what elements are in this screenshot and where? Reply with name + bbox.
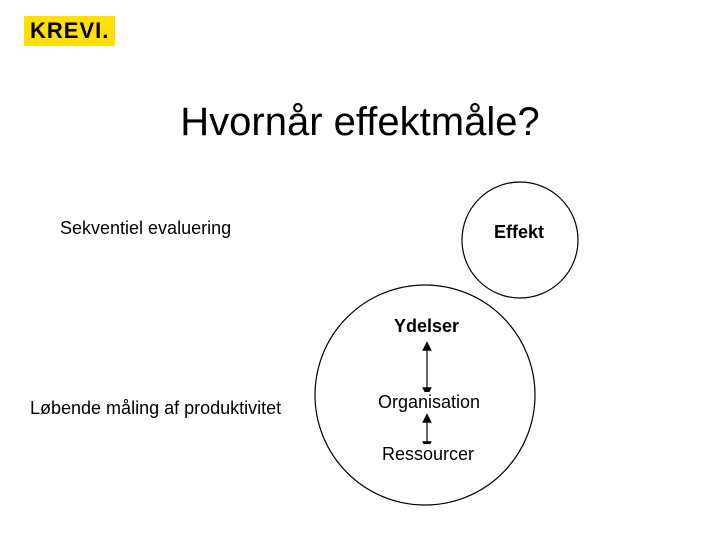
label-ressourcer: Ressourcer [380,444,476,465]
logo-highlight: KREVI. [24,16,115,46]
slide-title: Hvornår effektmåle? [0,100,720,145]
label-ydelser: Ydelser [392,316,461,337]
diagram-svg [0,0,720,540]
label-effekt: Effekt [492,222,546,243]
label-organisation: Organisation [376,392,482,413]
annotation-productivity-measurement: Løbende måling af produktivitet [30,398,281,419]
brand-logo: KREVI. [24,16,115,46]
annotation-sequential-evaluation: Sekventiel evaluering [60,218,231,239]
logo-text: KREVI. [30,18,109,43]
